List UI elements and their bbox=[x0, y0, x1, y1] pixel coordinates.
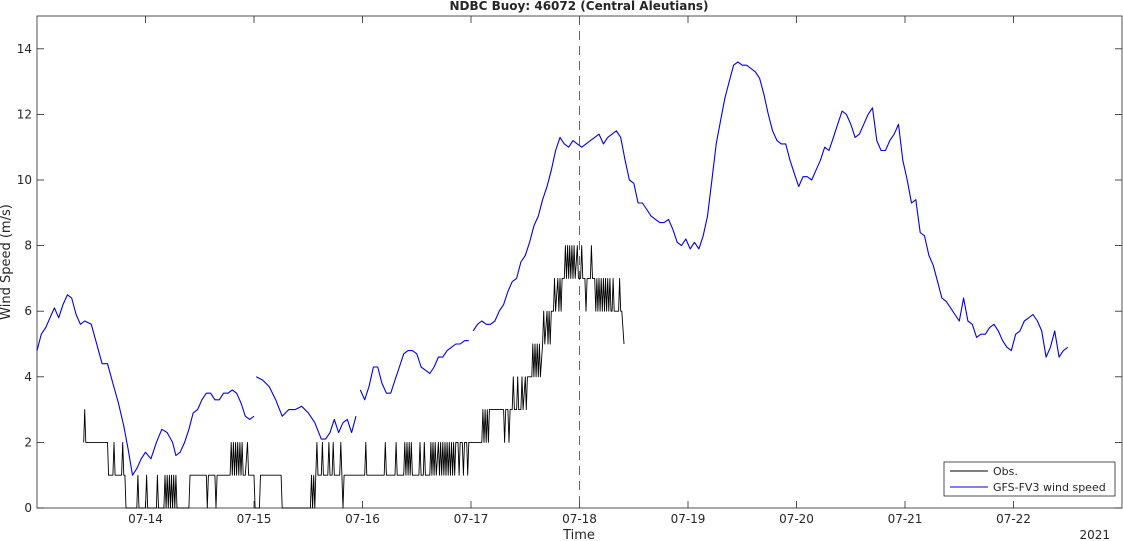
y-tick-label: 8 bbox=[24, 239, 32, 253]
obs-series bbox=[83, 245, 625, 509]
legend-box bbox=[943, 461, 1116, 497]
tick-labels: 0 2 4 6 8 10 12 14 07-14 07-15 07-16 07-17 07-18 07-1… bbox=[17, 42, 1031, 526]
x-tick-label: 07-16 bbox=[345, 512, 380, 526]
x-tick-label: 07-17 bbox=[454, 512, 489, 526]
y-axis-label: Wind Speed (m/s) bbox=[0, 204, 14, 320]
y-tick-label: 12 bbox=[17, 107, 32, 121]
obs-line-segment bbox=[83, 245, 625, 509]
x-tick-label: 07-22 bbox=[996, 512, 1031, 526]
x-tick-label: 07-18 bbox=[562, 512, 597, 526]
x-tick-label: 07-21 bbox=[888, 512, 923, 526]
x-tick-label: 07-14 bbox=[128, 512, 163, 526]
legend-model-label: GFS-FV3 wind speed bbox=[993, 481, 1106, 494]
model-series bbox=[36, 61, 1069, 476]
legend: Obs. GFS-FV3 wind speed bbox=[943, 461, 1116, 497]
y-tick-label: 0 bbox=[24, 501, 32, 515]
model-line-segment bbox=[359, 340, 469, 401]
legend-obs-label: Obs. bbox=[993, 465, 1018, 478]
x-tick-label: 07-19 bbox=[671, 512, 706, 526]
x-tick-label: 07-15 bbox=[237, 512, 272, 526]
y-tick-label: 10 bbox=[17, 173, 32, 187]
axes-frame bbox=[36, 15, 1123, 509]
model-line-segment bbox=[472, 61, 1069, 358]
y-tick-label: 2 bbox=[24, 435, 32, 449]
x-axis-label: Time bbox=[562, 528, 595, 541]
y-tick-label: 6 bbox=[24, 304, 32, 318]
y-tick-label: 14 bbox=[17, 42, 32, 56]
year-label: 2021 bbox=[1079, 528, 1110, 541]
x-tick-label: 07-20 bbox=[779, 512, 814, 526]
y-tick-label: 4 bbox=[24, 370, 32, 384]
chart-title: NDBC Buoy: 46072 (Central Aleutians) bbox=[449, 0, 708, 13]
model-line-segment bbox=[255, 376, 357, 440]
model-line-segment bbox=[36, 294, 255, 476]
